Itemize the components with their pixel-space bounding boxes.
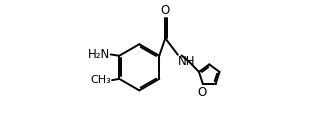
Text: NH: NH xyxy=(178,55,196,68)
Text: H₂N: H₂N xyxy=(88,48,110,61)
Text: O: O xyxy=(198,86,207,99)
Text: O: O xyxy=(161,4,170,17)
Text: CH₃: CH₃ xyxy=(91,75,112,85)
